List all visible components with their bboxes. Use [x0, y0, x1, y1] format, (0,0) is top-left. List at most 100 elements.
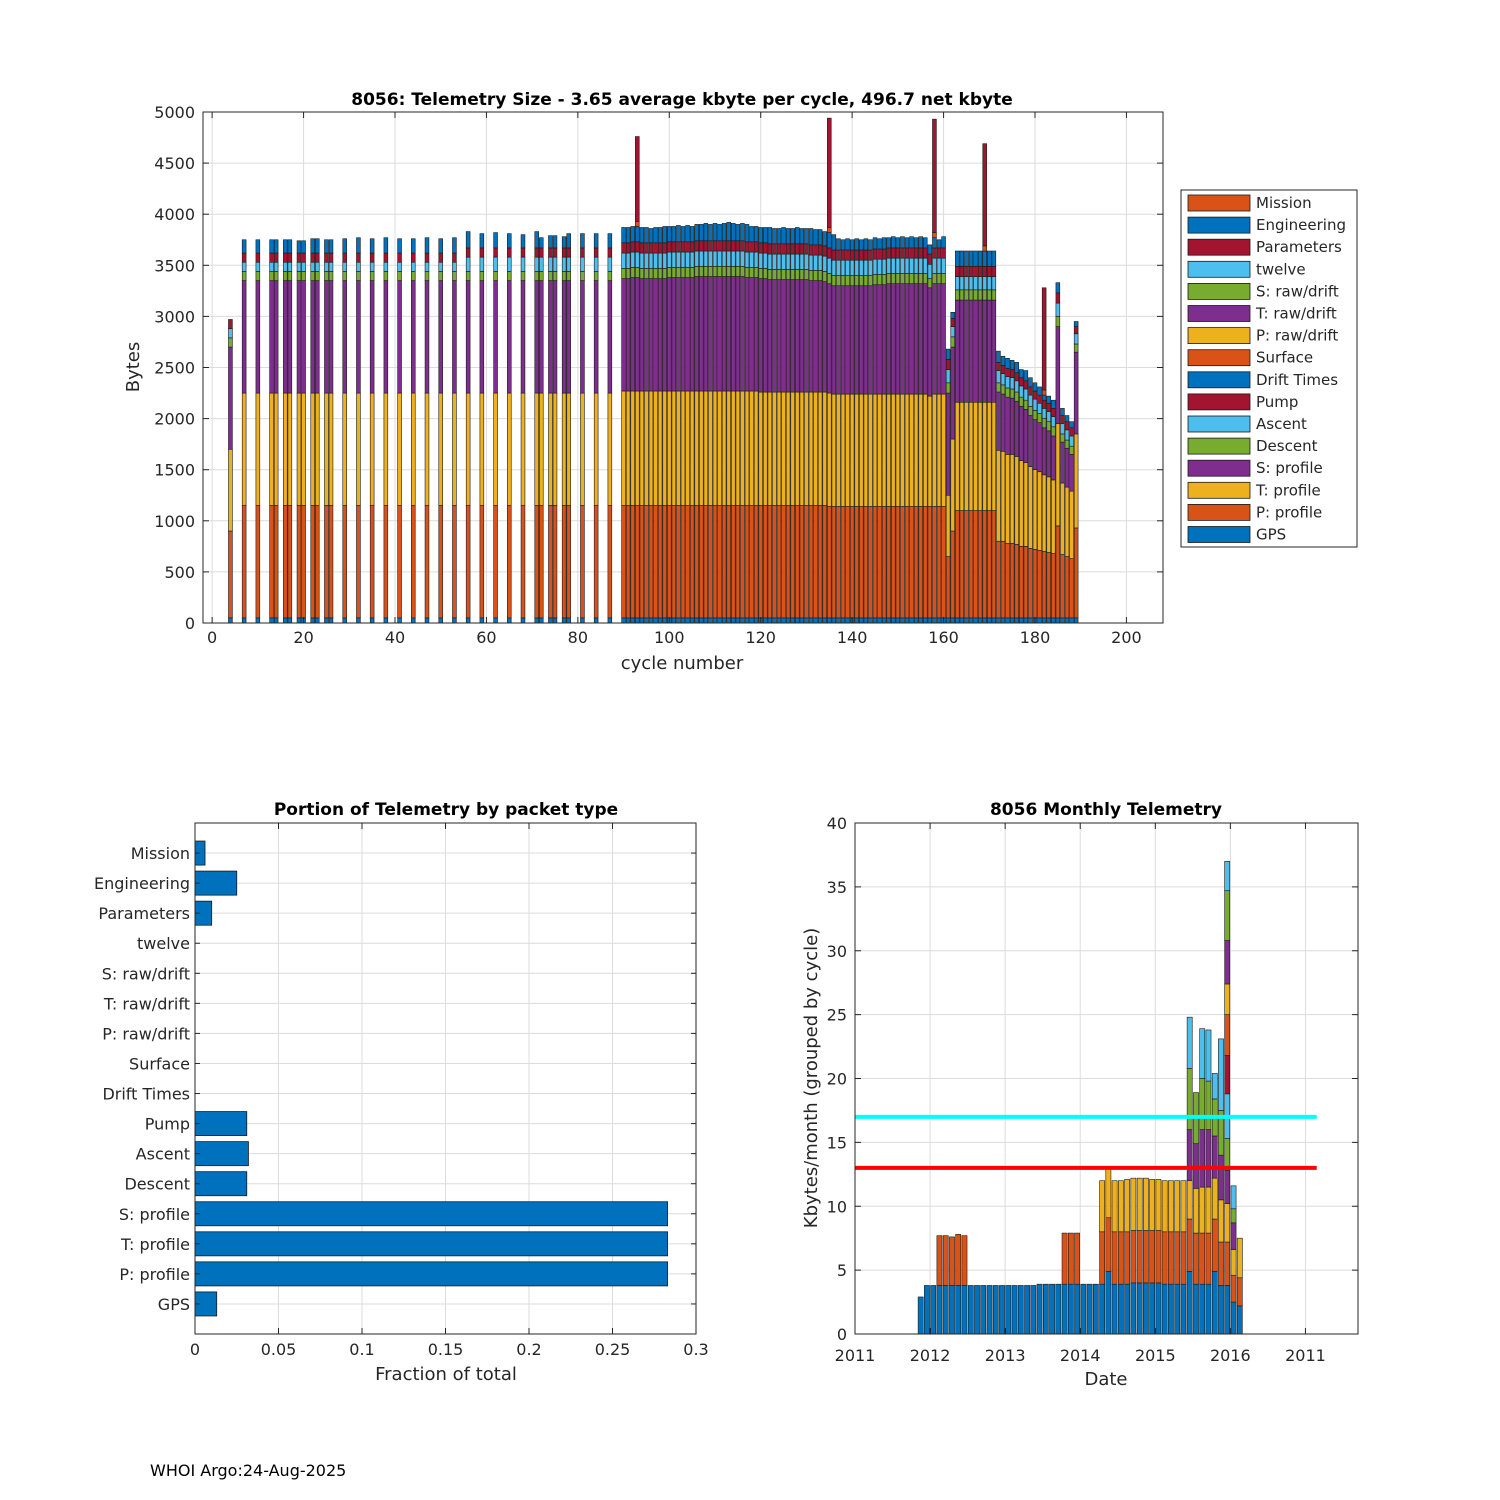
top-bar-segment: [465, 280, 471, 394]
top-bar-segment: [950, 530, 955, 619]
top-bar-segment: [269, 271, 274, 281]
br-bar-segment: [1118, 1231, 1124, 1285]
legend-label: Pump: [1256, 393, 1298, 411]
top-ylabel: Bytes: [123, 342, 144, 393]
top-bar-segment: [932, 118, 937, 233]
br-bar-segment: [1099, 1180, 1106, 1233]
top-bar-segment: [539, 237, 544, 249]
legend-label: T: raw/drift: [1255, 305, 1337, 323]
top-bar-segment: [621, 252, 626, 269]
top-bar-segment: [918, 283, 923, 395]
top-bar-segment: [1041, 399, 1047, 409]
top-bar-segment: [840, 506, 846, 619]
top-bar-segment: [369, 617, 375, 624]
top-bar-segment: [699, 224, 704, 242]
top-bar-segment: [1046, 395, 1051, 404]
bl-bar: [194, 1261, 669, 1287]
top-bar-segment: [868, 259, 873, 276]
br-bar-segment: [1067, 1232, 1074, 1285]
top-bar-segment: [977, 276, 983, 291]
top-bar-segment: [1023, 546, 1029, 619]
top-bar-segment: [941, 247, 946, 259]
br-bar-segment: [1186, 1129, 1193, 1181]
top-bar-segment: [283, 252, 288, 263]
legend-swatch: [1187, 437, 1251, 455]
top-bar-segment: [452, 280, 457, 394]
top-bar-segment: [548, 505, 553, 619]
top-bar-segment: [1041, 408, 1047, 419]
legend-label: Engineering: [1256, 216, 1346, 234]
top-bar-segment: [900, 506, 905, 619]
br-bar-segment: [1199, 1078, 1206, 1130]
top-bar-segment: [283, 239, 288, 254]
top-bar-segment: [913, 257, 919, 274]
top-bar-segment: [356, 237, 361, 254]
top-bar-segment: [808, 270, 814, 281]
top-bar-segment: [552, 392, 558, 506]
top-bar-segment: [840, 617, 846, 624]
br-bar-segment: [1186, 1218, 1193, 1272]
top-bar-segment: [356, 252, 361, 263]
top-bar-segment: [539, 280, 544, 394]
top-bar-segment: [507, 280, 512, 394]
br-bar-segment: [942, 1285, 949, 1335]
top-bar-segment: [1032, 419, 1038, 471]
top-bar-segment: [808, 228, 814, 246]
br-bar-segment: [1143, 1282, 1149, 1335]
top-bar-segment: [1009, 617, 1015, 624]
br-bar-segment: [1011, 1285, 1018, 1335]
top-bar-segment: [561, 247, 567, 258]
top-bar-segment: [900, 273, 905, 284]
top-ytick-label: 500: [164, 563, 195, 582]
top-bar-segment: [520, 234, 526, 249]
top-bar-segment: [735, 224, 741, 242]
top-bar-segment: [369, 238, 375, 254]
top-bar-segment: [287, 392, 293, 506]
top-bar-segment: [657, 227, 663, 244]
top-bar-segment: [877, 284, 882, 395]
top-bar-segment: [813, 229, 818, 246]
top-bar-segment: [1069, 454, 1074, 492]
top-bar-segment: [310, 280, 315, 394]
top-bar-segment: [941, 273, 946, 284]
top-bar-segment: [726, 390, 731, 506]
top-bar-segment: [273, 280, 279, 394]
top-bar-segment: [699, 266, 704, 277]
top-bar-segment: [452, 271, 457, 281]
top-bar-segment: [859, 506, 864, 619]
top-bar-segment: [667, 226, 672, 243]
top-bar-segment: [872, 284, 878, 395]
bl-bar: [194, 870, 238, 896]
top-bar-segment: [731, 390, 736, 506]
top-bar-segment: [1060, 433, 1065, 443]
top-bar-segment: [1051, 435, 1056, 481]
top-bar-segment: [1055, 423, 1061, 527]
top-bar-segment: [653, 278, 658, 392]
top-bar-segment: [721, 266, 727, 277]
top-bar-segment: [877, 393, 882, 507]
top-bar-segment: [689, 617, 695, 624]
top-bar-segment: [726, 250, 731, 267]
top-bar-segment: [273, 239, 279, 254]
top-bar-segment: [708, 276, 713, 392]
top-bar-segment: [845, 393, 850, 507]
top-bar-segment: [1073, 343, 1079, 353]
top-bar-segment: [781, 505, 786, 619]
top-bar-segment: [849, 393, 855, 507]
top-bar-segment: [1073, 321, 1079, 327]
top-bar-segment: [731, 240, 736, 252]
top-bar-segment: [644, 390, 649, 506]
top-bar-segment: [648, 390, 654, 506]
br-bar-segment: [1186, 1067, 1193, 1130]
top-bar-segment: [342, 280, 347, 394]
bl-bar: [194, 1141, 249, 1167]
br-bar-segment: [1218, 1199, 1224, 1243]
top-bar-segment: [881, 258, 887, 275]
top-bar-segment: [831, 285, 837, 395]
top-bar-segment: [813, 391, 818, 506]
top-bar-segment: [685, 241, 690, 253]
top-bar-segment: [721, 250, 727, 267]
top-bar-segment: [955, 266, 960, 277]
top-bar-segment: [255, 252, 261, 263]
top-bar-segment: [849, 239, 855, 251]
